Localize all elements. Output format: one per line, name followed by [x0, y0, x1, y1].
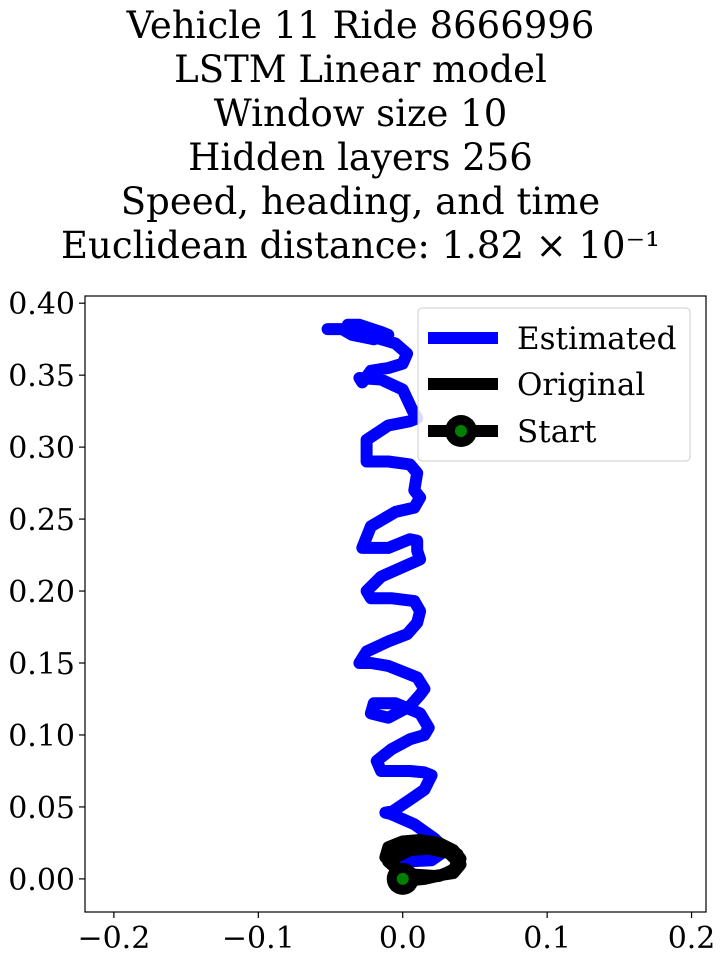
start-marker-center [396, 872, 409, 885]
title-line-3: Window size 10 [213, 92, 508, 135]
y-tick-label: 0.05 [8, 791, 75, 826]
axes-frame [84, 295, 707, 913]
title-line-5: Speed, heading, and time [120, 180, 601, 223]
series-layer [321, 318, 467, 895]
x-tick-label: −0.2 [77, 921, 150, 956]
legend-start-marker-center [455, 425, 467, 437]
legend-box [417, 307, 691, 462]
title-line-1: Vehicle 11 Ride 8666996 [126, 4, 595, 47]
title-line-4: Hidden layers 256 [188, 136, 533, 179]
ticks-layer: −0.2 −0.1 0.0 0.1 0.2 0.00 0.05 0.10 0.15 0.20 0.2… [8, 287, 715, 956]
x-tick-label: −0.1 [222, 921, 295, 956]
y-tick-label: 0.35 [8, 359, 75, 394]
x-tick-label: 0.0 [379, 921, 427, 956]
title-line-2: LSTM Linear model [174, 48, 547, 91]
x-tick-label: 0.2 [668, 921, 716, 956]
chart-title: Vehicle 11 Ride 8666996 LSTM Linear mode… [0, 4, 721, 268]
title-line-6: Euclidean distance: 1.82 × 10⁻¹ [61, 224, 660, 267]
y-tick-label: 0.20 [8, 575, 75, 610]
y-tick-label: 0.40 [8, 287, 75, 322]
y-tick-label: 0.25 [8, 503, 75, 538]
x-tick-label: 0.1 [523, 921, 571, 956]
series-line-original [379, 834, 467, 887]
y-tick-label: 0.30 [8, 431, 75, 466]
legend-original-label: Original [517, 367, 645, 403]
legend: Estimated Original Start [417, 307, 691, 462]
y-tick-label: 0.10 [8, 719, 75, 754]
series-line-estimated [321, 318, 452, 868]
y-tick-label: 0.15 [8, 647, 75, 682]
y-tick-label: 0.00 [8, 863, 75, 898]
legend-start-label: Start [517, 414, 597, 450]
legend-estimated-label: Estimated [517, 321, 676, 357]
